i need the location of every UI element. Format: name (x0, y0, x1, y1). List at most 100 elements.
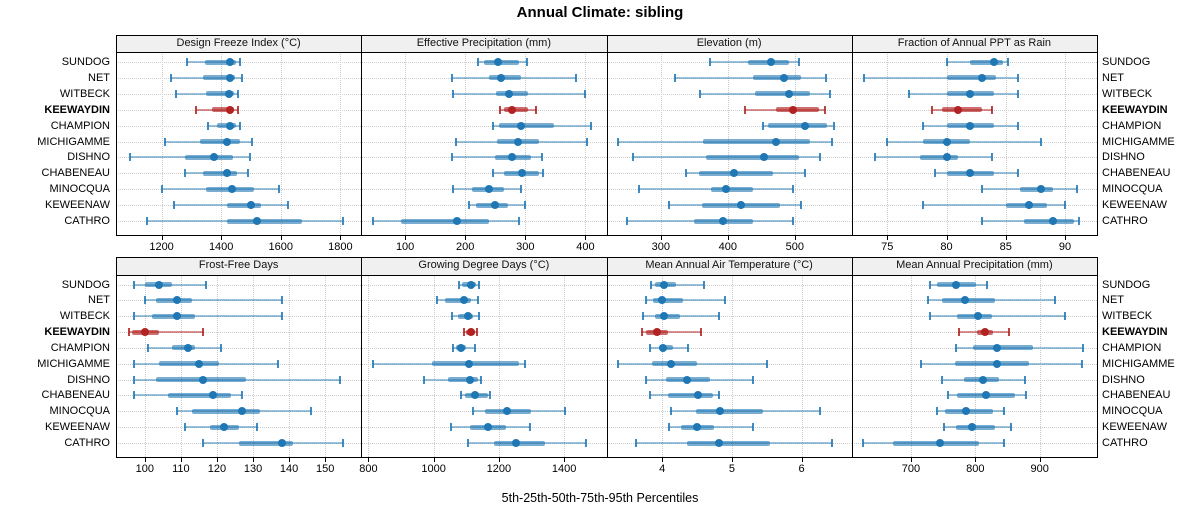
whisker-5-95 (646, 299, 725, 302)
x-axis-tick (325, 458, 327, 462)
median-dot (730, 169, 739, 178)
iqr-band-25-75 (185, 154, 234, 160)
median-dot (1037, 185, 1046, 194)
whisker-cap-5th (184, 169, 187, 178)
whisker-5-95 (863, 76, 1018, 79)
whisker-cap-5th (129, 153, 132, 162)
median-dot (460, 296, 469, 305)
whisker-cap-95th (831, 137, 834, 146)
x-axis-tick-label: 6 (798, 462, 805, 475)
iqr-band-25-75 (171, 345, 196, 351)
iqr-band-25-75 (168, 392, 232, 398)
percentiles-caption: 5th-25th-50th-75th-95th Percentiles (501, 491, 699, 505)
median-dot (780, 73, 789, 82)
whisker-cap-95th (990, 153, 993, 162)
median-dot (457, 343, 466, 352)
whisker-cap-95th (1016, 89, 1019, 98)
whisker-cap-5th (862, 439, 865, 447)
whisker-cap-95th (575, 73, 578, 82)
whisker-cap-5th (449, 423, 452, 432)
whisker-5-95 (922, 204, 1065, 207)
x-gridline (144, 274, 146, 457)
y-gridline (606, 347, 852, 349)
x-gridline (289, 274, 291, 457)
whisker-cap-5th (935, 407, 938, 416)
x-axis-tick-label: 1800 (328, 240, 353, 253)
x-axis-tick (910, 458, 912, 462)
whisker-cap-5th (145, 217, 148, 225)
site-label-left: KEEWAYDIN (44, 326, 110, 339)
x-axis-tick (660, 236, 662, 240)
y-gridline (116, 332, 362, 334)
iqr-band-25-75 (400, 218, 490, 224)
panel-strip-title: Mean Annual Precipitation (mm) (896, 259, 1053, 271)
figure-title: Annual Climate: sibling (516, 4, 684, 21)
x-gridline (910, 274, 912, 457)
site-label-right: DISHNO (1102, 373, 1145, 386)
panel-strip (851, 257, 1097, 275)
median-dot (989, 58, 998, 66)
whisker-cap-95th (832, 121, 835, 130)
site-label-left: CHAMPION (50, 341, 110, 354)
x-gridline (280, 52, 282, 235)
site-label-left: MINOCQUA (49, 183, 111, 196)
whisker-cap-95th (1080, 359, 1083, 368)
whisker-cap-5th (466, 439, 469, 447)
y-gridline (116, 300, 362, 302)
y-gridline (606, 93, 852, 95)
whisker-cap-5th (458, 280, 461, 289)
panel-frame-vline (361, 257, 363, 458)
y-gridline (361, 62, 607, 63)
y-gridline (116, 395, 362, 397)
whisker-cap-5th (641, 312, 644, 321)
iqr-band-25-75 (767, 123, 827, 129)
y-gridline (116, 109, 362, 111)
whisker-cap-5th (929, 312, 932, 321)
median-dot (226, 73, 235, 82)
iqr-band-25-75 (973, 345, 1034, 351)
whisker-cap-95th (542, 169, 545, 178)
whisker-cap-5th (133, 359, 136, 368)
site-label-right: MINOCQUA (1102, 405, 1163, 418)
whisker-cap-5th (468, 201, 471, 210)
site-label-left: CHABENEAU (41, 389, 110, 402)
whisker-cap-95th (985, 280, 988, 289)
site-label-left: WITBECK (59, 310, 110, 323)
x-axis-tick-label: 800 (966, 462, 985, 475)
iqr-band-25-75 (432, 361, 520, 367)
site-label-right: CHABENEAU (1102, 389, 1171, 402)
y-gridline (606, 427, 852, 429)
whisker-cap-5th (160, 185, 163, 194)
panel-strip (116, 35, 362, 52)
median-dot (979, 375, 988, 384)
whisker-cap-95th (1007, 328, 1010, 337)
whisker-cap-5th (645, 375, 648, 384)
median-dot (238, 407, 247, 416)
y-gridline (606, 62, 852, 63)
whisker-cap-95th (718, 391, 721, 400)
whisker-cap-5th (452, 89, 455, 98)
whisker-cap-5th (616, 137, 619, 146)
median-dot (508, 105, 517, 114)
whisker-cap-5th (127, 328, 130, 337)
site-label-right: DISHNO (1102, 151, 1145, 164)
iqr-band-25-75 (159, 361, 219, 367)
whisker-cap-5th (761, 121, 764, 130)
whisker-cap-95th (723, 296, 726, 305)
whisker-cap-5th (743, 105, 746, 114)
median-dot (223, 137, 232, 146)
iqr-band-25-75 (489, 75, 522, 81)
x-axis-tick (1005, 236, 1007, 240)
x-axis-tick (144, 458, 146, 462)
iqr-band-25-75 (702, 139, 810, 144)
y-gridline (606, 125, 852, 127)
whisker-cap-5th (886, 137, 889, 146)
whisker-cap-5th (435, 296, 438, 305)
median-dot (966, 169, 975, 178)
whisker-cap-95th (792, 185, 795, 194)
panel-frame-vline (116, 35, 117, 236)
whisker-cap-95th (1023, 375, 1026, 384)
x-gridline (368, 274, 370, 457)
whisker-cap-5th (460, 391, 463, 400)
whisker-cap-95th (1064, 312, 1067, 321)
